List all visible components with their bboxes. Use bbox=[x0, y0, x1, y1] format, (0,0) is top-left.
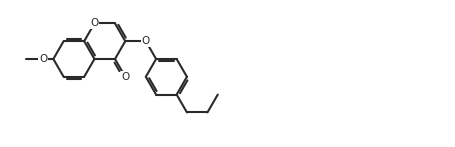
Text: O: O bbox=[39, 54, 47, 64]
Text: O: O bbox=[121, 72, 129, 82]
Text: O: O bbox=[90, 18, 98, 28]
Text: O: O bbox=[142, 36, 150, 46]
